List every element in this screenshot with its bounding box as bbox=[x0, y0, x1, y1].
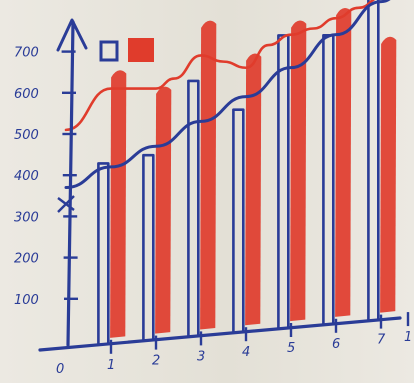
filled-bar bbox=[290, 20, 307, 322]
smooth-line bbox=[64, 0, 376, 132]
x-tick-label: 6 bbox=[332, 337, 340, 352]
y-tick-label: 600 bbox=[14, 87, 39, 102]
outline-bar bbox=[142, 153, 155, 341]
y-tick-label: 500 bbox=[14, 128, 39, 143]
y-tick-label: 400 bbox=[14, 169, 39, 184]
outline-bar bbox=[322, 34, 335, 324]
outline-bar bbox=[277, 34, 290, 329]
x-tick-label: 1 bbox=[107, 358, 115, 373]
y-tick-label: 700 bbox=[14, 46, 39, 61]
x-tick-label: 7 bbox=[377, 333, 386, 348]
outline-bar bbox=[232, 108, 245, 333]
y-axis bbox=[66, 20, 75, 347]
filled-bar bbox=[380, 36, 397, 313]
x-axis bbox=[38, 316, 402, 352]
filled-bar bbox=[110, 70, 127, 338]
outline-bar bbox=[367, 0, 380, 320]
filled-bar bbox=[335, 8, 352, 317]
legend bbox=[99, 38, 154, 62]
filled-bar bbox=[245, 53, 262, 326]
y-tick-label: 100 bbox=[14, 293, 39, 308]
x-tick-label: 3 bbox=[197, 349, 205, 364]
x-tick-label: 5 bbox=[287, 341, 295, 356]
x-tick-label: 4 bbox=[242, 345, 250, 360]
x-ticks: 0 1 2 3 4 5 6 7 1 bbox=[56, 312, 412, 377]
y-tick-label: 200 bbox=[14, 252, 39, 267]
outline-bar bbox=[97, 162, 110, 345]
legend-filled-swatch bbox=[128, 38, 154, 62]
legend-outline-swatch bbox=[99, 40, 119, 62]
outline-bar bbox=[187, 79, 200, 337]
filled-bar bbox=[155, 86, 172, 334]
y-ticks: 100 200 300 400 500 600 700 bbox=[14, 46, 78, 308]
filled-bar-series bbox=[110, 8, 397, 338]
x-tick-label: 0 bbox=[56, 362, 64, 377]
x-tick-label: 1 bbox=[404, 330, 412, 345]
y-axis-arrow bbox=[56, 18, 88, 52]
x-tick-label: 2 bbox=[152, 354, 160, 369]
axes bbox=[38, 18, 402, 352]
y-tick-label: 300 bbox=[14, 210, 39, 225]
filled-bar bbox=[200, 20, 217, 330]
trend-line bbox=[64, 0, 391, 190]
